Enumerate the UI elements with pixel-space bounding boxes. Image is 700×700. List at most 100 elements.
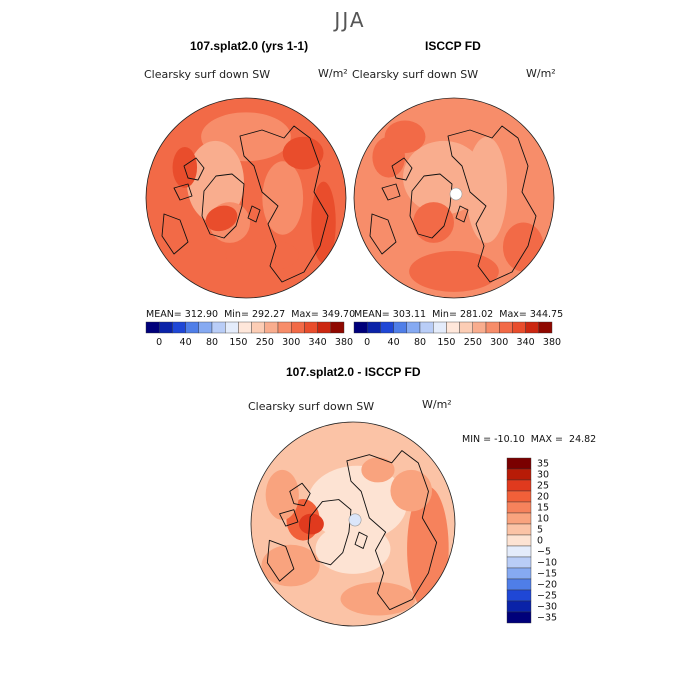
colorbar-swatch xyxy=(472,321,487,334)
coastline xyxy=(239,125,329,283)
coastline xyxy=(354,531,368,549)
colorbar-swatch xyxy=(406,321,421,334)
panel1-units: W/m² xyxy=(318,67,348,80)
colorbar-tick-label: 250 xyxy=(463,337,482,348)
panel2-colorbar xyxy=(353,321,553,334)
colorbar-swatch xyxy=(211,321,226,334)
colorbar-tick-label: 40 xyxy=(179,337,192,348)
panel2-min-label: Min= xyxy=(432,309,457,320)
colorbar-tick-label: 300 xyxy=(490,337,509,348)
panel1-colorbar xyxy=(145,321,345,334)
coastline xyxy=(455,205,469,223)
colorbar-swatch xyxy=(506,512,532,525)
field-region xyxy=(413,202,454,243)
colorbar-tick-label: 150 xyxy=(229,337,248,348)
colorbar-swatch xyxy=(506,534,532,547)
coastline xyxy=(391,157,413,181)
colorbar-swatch xyxy=(512,321,526,334)
colorbar-tick-label: 0 xyxy=(364,337,371,348)
field-region xyxy=(502,222,544,272)
panel3-variable: Clearsky surf down SW xyxy=(248,400,375,413)
field-region xyxy=(205,205,238,232)
field-region xyxy=(315,524,391,574)
colorbar-swatch xyxy=(380,321,394,334)
colorbar-swatch xyxy=(185,321,199,334)
field-region xyxy=(384,120,426,154)
colorbar-tick-label: 250 xyxy=(255,337,274,348)
colorbar-tick-label: 0 xyxy=(156,337,163,348)
panel3-title: 107.splat2.0 - ISCCP FD xyxy=(286,365,421,379)
colorbar-swatch xyxy=(506,589,532,602)
coastline xyxy=(201,173,245,239)
colorbar-tick-label: 340 xyxy=(516,337,535,348)
map-field xyxy=(251,422,455,626)
coastline xyxy=(447,125,537,283)
coastline xyxy=(307,499,352,566)
field-region xyxy=(311,181,336,264)
colorbar-tick-label: −20 xyxy=(537,579,558,590)
colorbar-swatch xyxy=(366,321,381,334)
colorbar-tick-label: 300 xyxy=(282,337,301,348)
colorbar-tick-label: −30 xyxy=(537,601,558,612)
field-region xyxy=(282,136,324,170)
field-region xyxy=(265,469,299,520)
missing-data-pole xyxy=(449,187,463,201)
colorbar-tick-label: −5 xyxy=(537,546,552,557)
panel2-units: W/m² xyxy=(526,67,556,80)
colorbar-swatch xyxy=(432,321,447,334)
coastline xyxy=(279,509,299,527)
coastline xyxy=(409,173,453,239)
panel2-title: ISCCP FD xyxy=(425,39,481,53)
panel2-polar-map xyxy=(353,97,555,299)
colorbar-tick-label: 20 xyxy=(537,491,550,502)
colorbar-tick-label: 10 xyxy=(537,513,550,524)
colorbar-swatch xyxy=(506,490,532,503)
colorbar-tick-label: 80 xyxy=(413,337,427,348)
colorbar-swatch xyxy=(277,321,292,334)
panel3-polar-map xyxy=(250,421,456,627)
colorbar-swatch xyxy=(446,321,460,334)
field-region xyxy=(340,582,416,616)
colorbar-tick-label: −10 xyxy=(537,557,558,568)
panel3-max: 24.82 xyxy=(569,434,597,445)
map-border xyxy=(250,421,456,627)
colorbar-tick-label: 30 xyxy=(537,469,550,480)
colorbar-tick-label: 25 xyxy=(537,480,550,491)
colorbar-swatch xyxy=(506,567,532,580)
panel1-stats: MEAN= 312.90 Min= 292.27 Max= 349.70 xyxy=(146,309,355,320)
panel1-min-label: Min= xyxy=(224,309,249,320)
colorbar-tick-label: 380 xyxy=(334,337,354,348)
colorbar-swatch xyxy=(538,321,553,334)
colorbar-swatch xyxy=(224,321,239,334)
panel3-colorbar-ticks: 35 30 25 20 15 10 5 0 −5 −10 −15 −20 −25 −30 −35 xyxy=(537,458,577,623)
field-region xyxy=(409,251,499,292)
panel3-colorbar xyxy=(506,457,532,624)
missing-data-pole xyxy=(348,513,362,527)
colorbar-swatch xyxy=(506,578,532,591)
colorbar-tick-label: 150 xyxy=(437,337,456,348)
field-region xyxy=(225,238,300,272)
colorbar-swatch xyxy=(290,321,305,334)
coastline xyxy=(247,205,261,223)
colorbar-swatch xyxy=(419,321,434,334)
coastline xyxy=(381,183,401,201)
panel3-min: -10.10 xyxy=(494,434,525,445)
panel1-min: 292.27 xyxy=(251,309,286,320)
colorbar-swatch xyxy=(506,457,532,470)
panel3-units: W/m² xyxy=(422,398,452,411)
colorbar-swatch xyxy=(506,468,532,481)
map-field xyxy=(354,98,554,298)
field-region xyxy=(361,457,395,483)
field-region xyxy=(390,469,433,512)
colorbar-tick-label: 340 xyxy=(308,337,327,348)
panel1-polar-map xyxy=(145,97,347,299)
coastline xyxy=(173,183,193,201)
colorbar-swatch xyxy=(317,321,332,334)
coastline xyxy=(161,213,189,255)
colorbar-tick-label: 5 xyxy=(537,524,544,535)
colorbar-tick-label: −35 xyxy=(537,612,558,623)
season-title: JJA xyxy=(334,8,366,32)
colorbar-tick-label: 380 xyxy=(542,337,562,348)
field-region xyxy=(298,513,324,535)
colorbar-tick-label: −25 xyxy=(537,590,558,601)
